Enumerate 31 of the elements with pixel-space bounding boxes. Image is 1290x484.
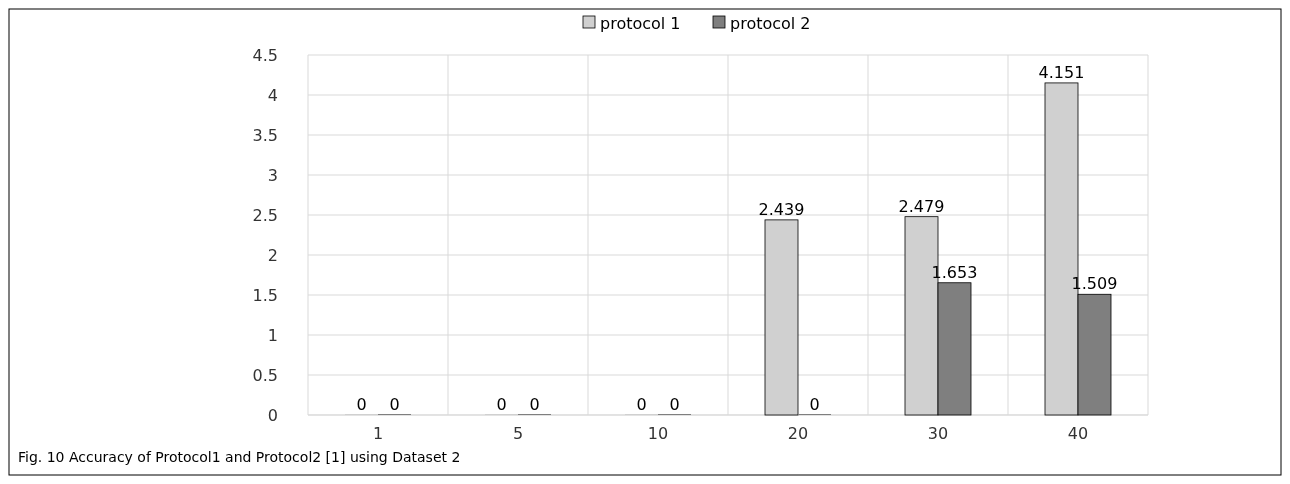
- data-label: 0: [529, 395, 540, 414]
- x-tick-label: 20: [787, 424, 809, 443]
- legend-label: protocol 1: [600, 13, 681, 33]
- y-tick-label: 2.5: [252, 205, 278, 225]
- data-label: 0: [669, 395, 680, 414]
- y-tick-label: 0: [267, 405, 278, 425]
- data-label: 0: [389, 395, 400, 414]
- data-label: 0: [809, 395, 820, 414]
- data-label: 0: [496, 395, 507, 414]
- x-tick-label: 30: [927, 424, 949, 443]
- data-label: 0: [636, 395, 647, 414]
- y-tick-label: 3: [267, 165, 278, 185]
- x-tick-label: 1: [372, 424, 384, 443]
- data-label: 0: [356, 395, 367, 414]
- data-label: 4.151: [1038, 62, 1085, 82]
- x-tick-label: 40: [1067, 424, 1089, 443]
- y-tick-label: 4: [267, 85, 278, 105]
- y-tick-label: 4.5: [252, 45, 278, 65]
- data-label: 2.439: [758, 199, 805, 219]
- x-tick-label: 10: [647, 424, 669, 443]
- y-tick-label: 2: [267, 245, 278, 265]
- data-label: 1.653: [931, 262, 978, 282]
- y-tick-label: 0.5: [252, 365, 278, 385]
- data-label: 1.509: [1071, 274, 1118, 294]
- caption: Fig. 10 Accuracy of Protocol1 and Protocol2 [1] using Dataset 2: [18, 449, 461, 465]
- legend-label: protocol 2: [730, 13, 811, 33]
- x-tick-label: 5: [512, 424, 524, 443]
- y-tick-label: 1.5: [252, 285, 278, 305]
- y-tick-label: 3.5: [252, 125, 278, 145]
- y-tick-label: 1: [267, 325, 278, 345]
- data-label: 2.479: [898, 196, 945, 216]
